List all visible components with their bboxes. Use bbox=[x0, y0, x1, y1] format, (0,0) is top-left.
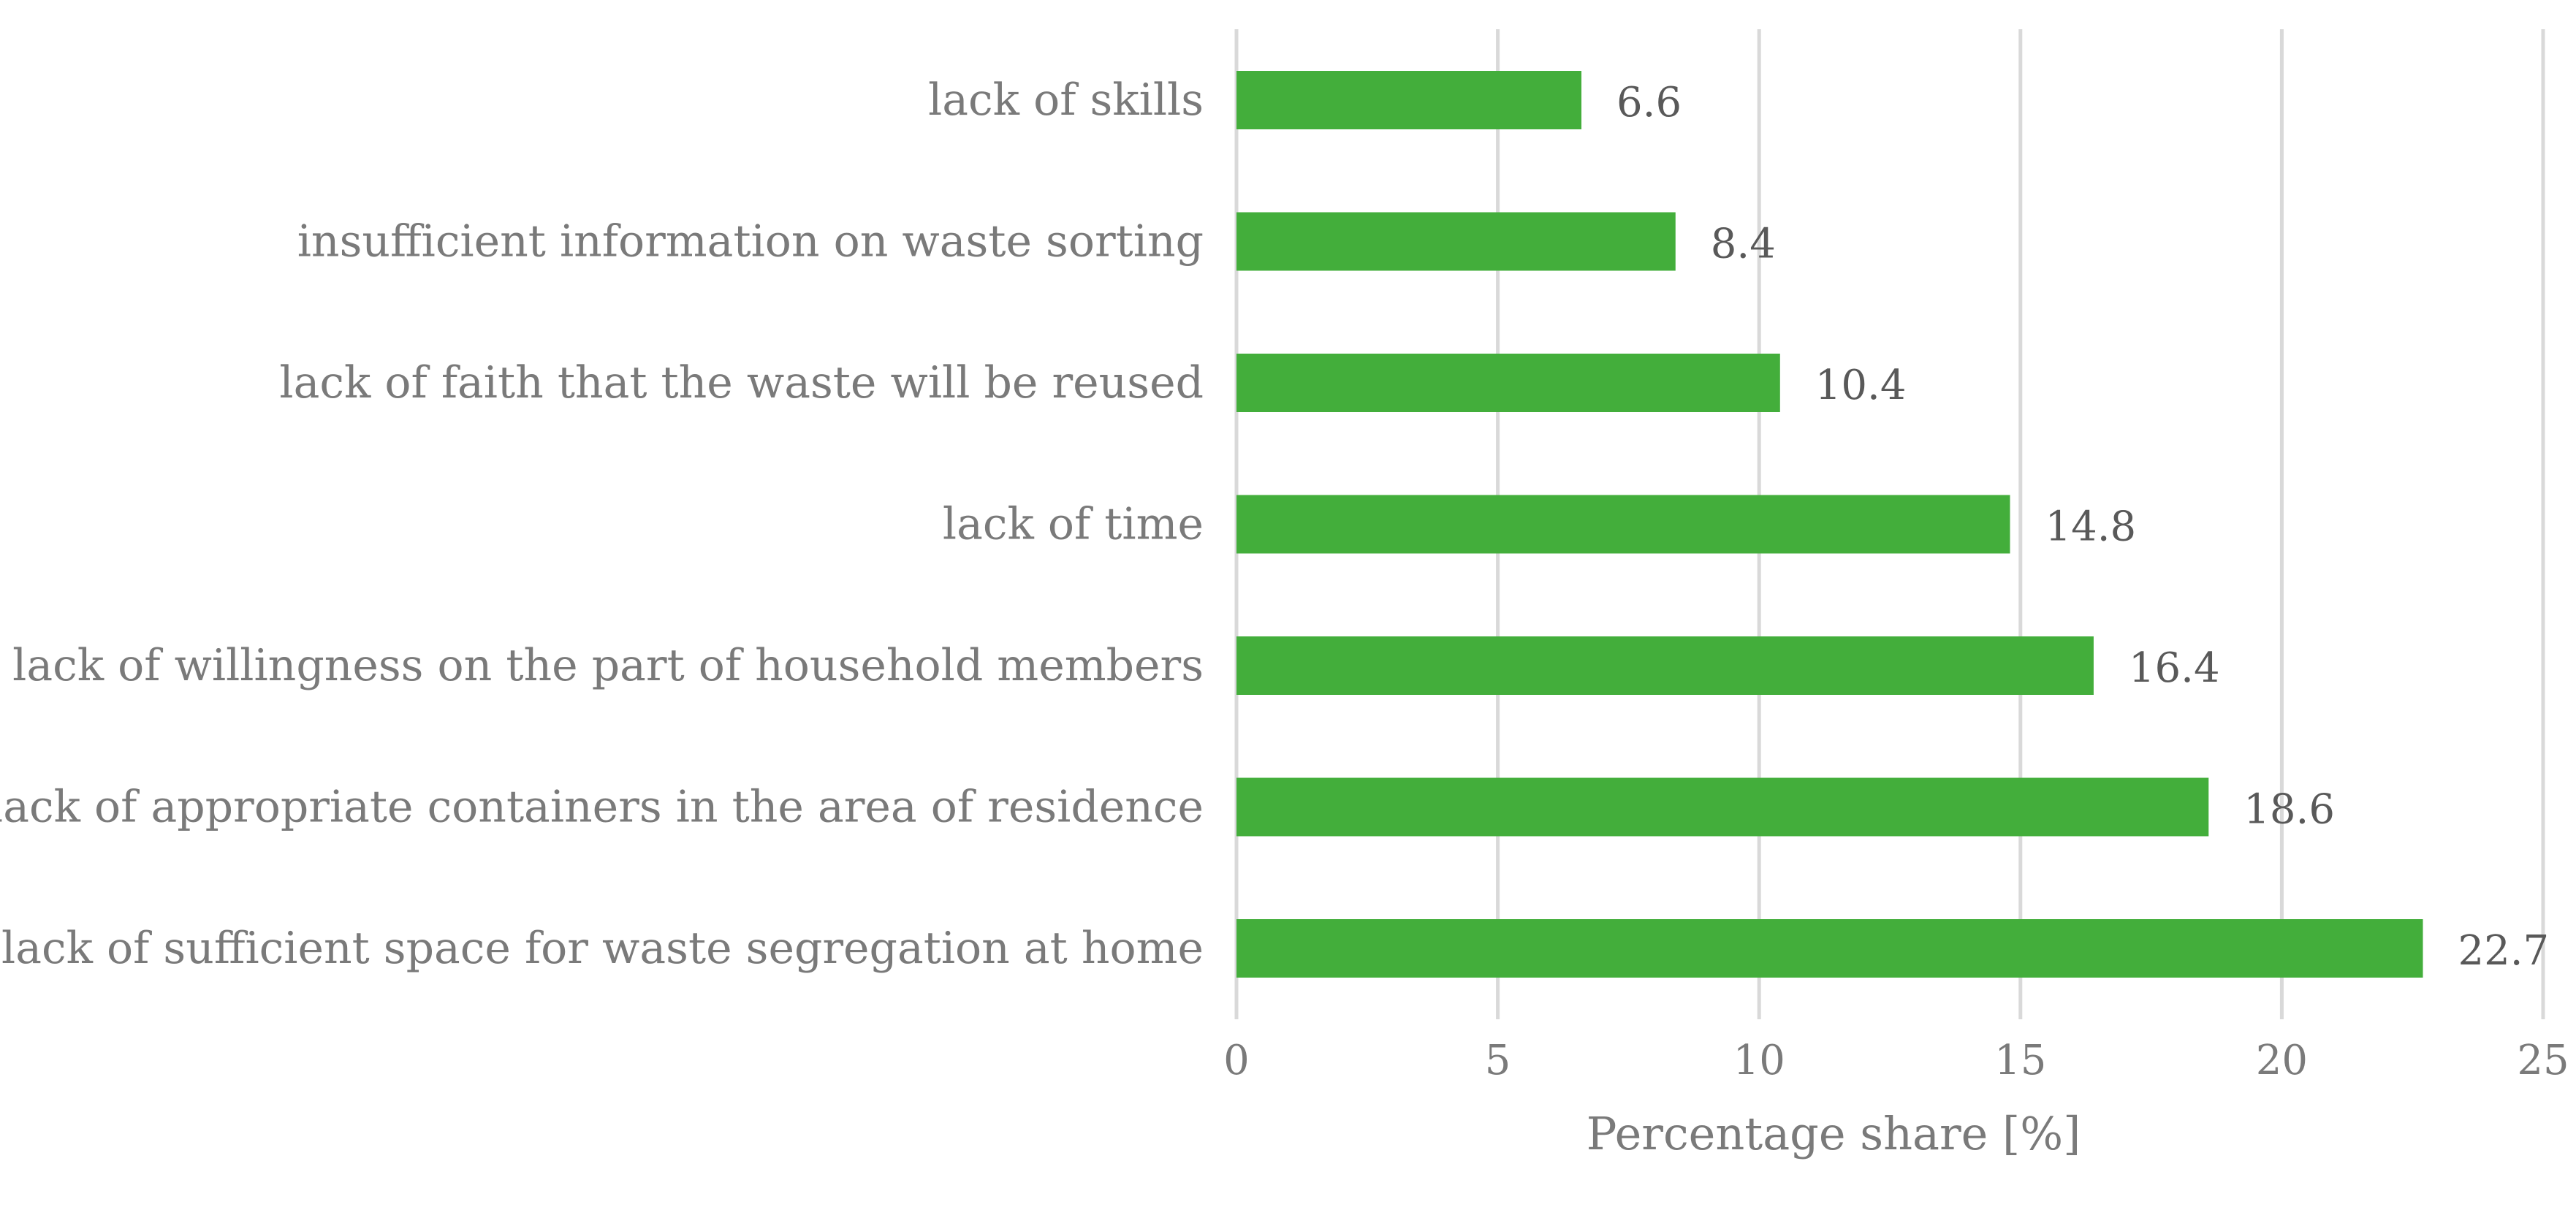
data-label: 14.8 bbox=[2045, 503, 2136, 551]
category-label: lack of willingness on the part of house… bbox=[12, 640, 1204, 691]
x-tick-label: 0 bbox=[1223, 1037, 1250, 1084]
x-tick-label: 20 bbox=[2256, 1037, 2308, 1084]
bar bbox=[1236, 636, 2094, 695]
x-axis-title: Percentage share [%] bbox=[1587, 1107, 2081, 1160]
data-label: 16.4 bbox=[2129, 644, 2220, 692]
data-label: 22.7 bbox=[2458, 927, 2550, 975]
x-tick-label: 5 bbox=[1485, 1037, 1511, 1084]
bar bbox=[1236, 919, 2423, 978]
x-axis-ticks: 0 5 10 15 20 25 bbox=[1223, 1037, 2569, 1084]
bar bbox=[1236, 71, 1582, 129]
data-label: 6.6 bbox=[1616, 79, 1682, 126]
bar bbox=[1236, 354, 1780, 412]
bar bbox=[1236, 212, 1676, 271]
bar bbox=[1236, 495, 2010, 554]
data-label: 8.4 bbox=[1711, 221, 1776, 268]
category-label: lack of sufficient space for waste segre… bbox=[1, 923, 1204, 974]
category-label: lack of skills bbox=[928, 75, 1204, 126]
category-label: lack of appropriate containers in the ar… bbox=[0, 782, 1204, 833]
bar bbox=[1236, 777, 2209, 837]
category-labels: lack of skills insufficient information o… bbox=[0, 75, 1204, 974]
category-label: lack of faith that the waste will be reu… bbox=[279, 357, 1204, 408]
x-tick-label: 15 bbox=[1994, 1037, 2046, 1084]
x-tick-label: 10 bbox=[1733, 1037, 1785, 1084]
x-tick-label: 25 bbox=[2517, 1037, 2569, 1084]
bars bbox=[1236, 71, 2423, 978]
data-label: 10.4 bbox=[1815, 362, 1907, 409]
category-label: insufficient information on waste sortin… bbox=[297, 216, 1204, 267]
category-label: lack of time bbox=[943, 499, 1204, 550]
value-labels: 6.6 8.4 10.4 14.8 16.4 18.6 22.7 bbox=[1616, 79, 2549, 975]
data-label: 18.6 bbox=[2243, 786, 2335, 834]
